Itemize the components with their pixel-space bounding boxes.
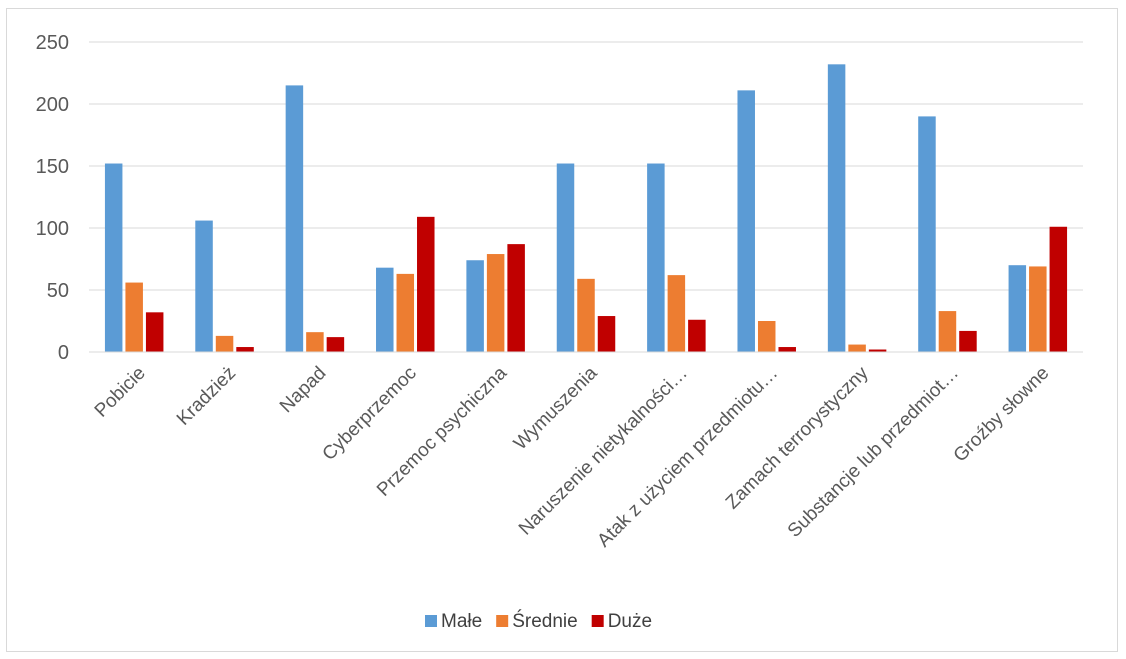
bar-średnie <box>486 254 505 352</box>
bar-duże <box>1049 226 1068 352</box>
x-tick-label: Napad <box>276 363 330 417</box>
x-tick-label: Substancje lub przedmiot… <box>784 363 963 542</box>
bar-średnie <box>396 273 415 352</box>
bar-średnie <box>848 344 866 352</box>
bar-średnie <box>306 332 324 352</box>
legend-swatch <box>591 615 604 627</box>
x-tick-label: Kradzież <box>173 363 240 430</box>
x-tick-label: Wymuszenia <box>510 362 602 454</box>
y-tick-label: 250 <box>36 32 69 54</box>
bar-duże <box>597 316 616 352</box>
bar-średnie <box>667 275 686 352</box>
x-tick-label: Pobicie <box>91 363 150 422</box>
x-tick-label: Naruszenie nietykalności… <box>515 363 692 540</box>
bar-duże <box>145 312 164 352</box>
bar-średnie <box>215 335 234 352</box>
legend-label: Średnie <box>512 610 578 632</box>
bar-małe <box>556 163 575 352</box>
y-tick-label: 200 <box>36 94 69 116</box>
bar-małe <box>285 85 304 353</box>
bar-średnie <box>125 282 143 352</box>
bar-duże <box>236 347 254 352</box>
x-tick-label: Groźby słowne <box>950 363 1054 467</box>
bar-średnie <box>757 321 776 352</box>
bar-duże <box>868 349 887 352</box>
bar-małe <box>376 267 394 352</box>
bar-małe <box>104 163 123 352</box>
bar-duże <box>778 347 796 352</box>
bar-małe <box>195 220 213 352</box>
bar-małe <box>737 90 755 353</box>
bar-średnie <box>1029 266 1047 352</box>
bar-duże <box>326 337 345 352</box>
bar-duże <box>417 216 435 352</box>
legend-swatch <box>425 615 437 627</box>
bar-średnie <box>938 311 957 352</box>
chart-frame: 0 50 100 150 200 250 Pobicie Kradzież Napad Cybe… <box>6 8 1118 652</box>
x-tick-label: Atak z użyciem przedmiotu… <box>593 363 782 552</box>
bar-chart: 0 50 100 150 200 250 Pobicie Kradzież NapadCybe… <box>36 32 1083 632</box>
bar-duże <box>507 244 525 352</box>
bars <box>104 64 1068 353</box>
x-axis-ticks: Pobicie Kradzież NapadCyberprzemocPrzemoc … <box>91 362 1054 551</box>
y-tick-label: 50 <box>47 280 69 302</box>
bar-duże <box>959 330 977 352</box>
x-tick-label: Cyberprzemoc <box>319 363 421 465</box>
bar-średnie <box>577 278 595 352</box>
bar-małe <box>918 116 936 353</box>
legend: Małe Średnie Duże <box>425 610 652 632</box>
y-axis-ticks: 0 50 100 150 200 250 <box>36 32 69 364</box>
y-tick-label: 0 <box>58 342 69 364</box>
bar-małe <box>647 163 665 352</box>
y-tick-label: 100 <box>36 218 69 240</box>
bar-małe <box>1008 265 1027 352</box>
y-tick-label: 150 <box>36 156 69 178</box>
bar-małe <box>466 260 484 352</box>
bar-małe <box>827 64 846 352</box>
legend-label: Duże <box>608 611 652 632</box>
legend-swatch <box>496 615 509 627</box>
legend-label: Małe <box>441 611 482 632</box>
bar-duże <box>688 319 706 352</box>
